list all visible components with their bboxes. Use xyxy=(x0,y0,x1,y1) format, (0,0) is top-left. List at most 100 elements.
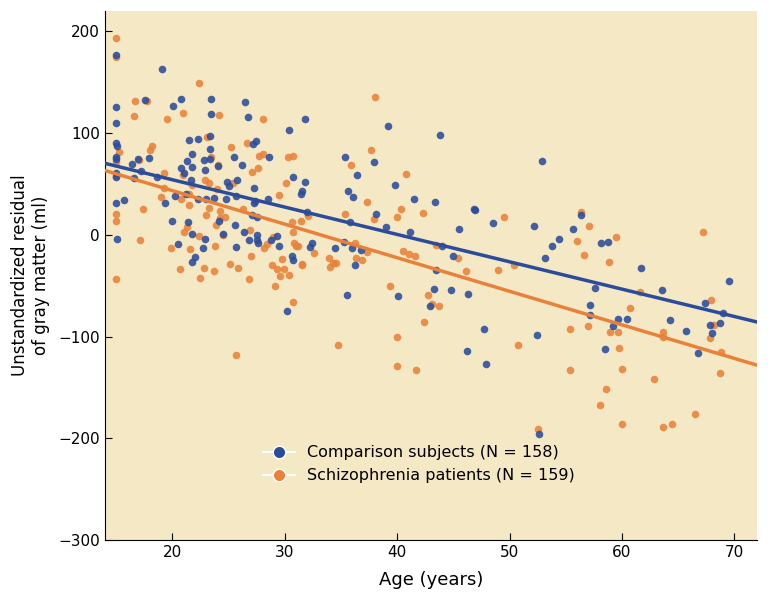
Point xyxy=(207,266,220,276)
Point xyxy=(175,163,187,172)
Point xyxy=(539,253,551,263)
Point xyxy=(248,183,260,193)
Point xyxy=(128,111,141,121)
Point xyxy=(128,173,141,183)
Point xyxy=(286,217,299,226)
Point xyxy=(183,200,195,210)
Point xyxy=(204,152,217,162)
Point xyxy=(452,254,465,263)
Point xyxy=(575,207,588,217)
Point xyxy=(151,172,164,181)
Point xyxy=(715,347,727,356)
Point xyxy=(265,235,277,245)
Point xyxy=(391,212,403,221)
Point xyxy=(339,209,352,219)
Point xyxy=(616,419,628,429)
Point xyxy=(424,301,436,311)
Point xyxy=(409,251,421,260)
Point xyxy=(175,94,187,104)
Point xyxy=(396,204,408,214)
Point xyxy=(139,95,151,104)
Point xyxy=(258,243,270,253)
Point xyxy=(453,224,465,233)
Point xyxy=(211,161,223,170)
Point xyxy=(492,266,505,275)
Point xyxy=(225,142,237,152)
Point xyxy=(478,325,490,334)
Point xyxy=(199,234,211,244)
Point xyxy=(157,65,169,74)
Point xyxy=(303,242,316,251)
Point xyxy=(426,299,439,309)
Point xyxy=(246,167,258,177)
Point xyxy=(327,258,339,268)
Point xyxy=(436,242,449,251)
Point xyxy=(356,255,369,265)
Point xyxy=(706,329,718,338)
Point xyxy=(110,274,122,284)
Point xyxy=(158,169,170,178)
Point xyxy=(204,144,217,154)
Point xyxy=(594,238,607,247)
Point xyxy=(403,249,415,259)
Point xyxy=(588,283,601,293)
Point xyxy=(282,152,294,161)
Point xyxy=(194,274,206,283)
Point xyxy=(582,321,594,331)
Point xyxy=(161,114,173,124)
Point xyxy=(174,264,187,274)
Point xyxy=(545,242,558,251)
Point xyxy=(300,114,312,124)
Point xyxy=(247,139,260,148)
Point xyxy=(155,192,167,202)
Point xyxy=(296,260,308,270)
Point xyxy=(236,160,248,169)
Point xyxy=(705,295,717,305)
Point xyxy=(594,401,606,410)
Point xyxy=(531,424,544,434)
Point xyxy=(283,125,295,135)
Point xyxy=(169,191,181,201)
Point xyxy=(221,177,233,187)
Point xyxy=(634,263,647,273)
Point xyxy=(184,176,197,185)
Point xyxy=(143,153,155,163)
Point xyxy=(273,241,286,251)
Point xyxy=(208,193,220,202)
Point xyxy=(118,195,130,205)
Point xyxy=(601,237,614,247)
Point xyxy=(624,303,636,313)
Point xyxy=(403,227,415,237)
Point xyxy=(241,113,253,122)
Point xyxy=(339,152,351,161)
Point xyxy=(110,172,122,181)
Point xyxy=(204,179,216,188)
Point xyxy=(379,222,392,232)
Point xyxy=(205,95,217,104)
Point xyxy=(134,235,147,244)
Point xyxy=(343,218,356,227)
Point xyxy=(430,265,442,275)
Point xyxy=(180,189,192,199)
Point xyxy=(110,50,122,59)
Point xyxy=(214,217,226,226)
Point xyxy=(111,141,124,151)
Point xyxy=(251,230,263,239)
Point xyxy=(294,190,306,199)
Point xyxy=(338,237,350,247)
Point xyxy=(461,346,473,356)
Point xyxy=(251,212,263,222)
Point xyxy=(260,239,273,248)
Point xyxy=(113,148,125,157)
Point xyxy=(280,306,293,316)
Point xyxy=(110,157,122,166)
Point xyxy=(220,194,232,203)
Point xyxy=(243,274,255,284)
Point xyxy=(511,340,524,350)
Point xyxy=(397,247,409,256)
Point xyxy=(508,260,520,270)
Point xyxy=(184,189,196,199)
Point xyxy=(287,256,300,265)
Point xyxy=(227,178,239,188)
Point xyxy=(239,97,251,107)
